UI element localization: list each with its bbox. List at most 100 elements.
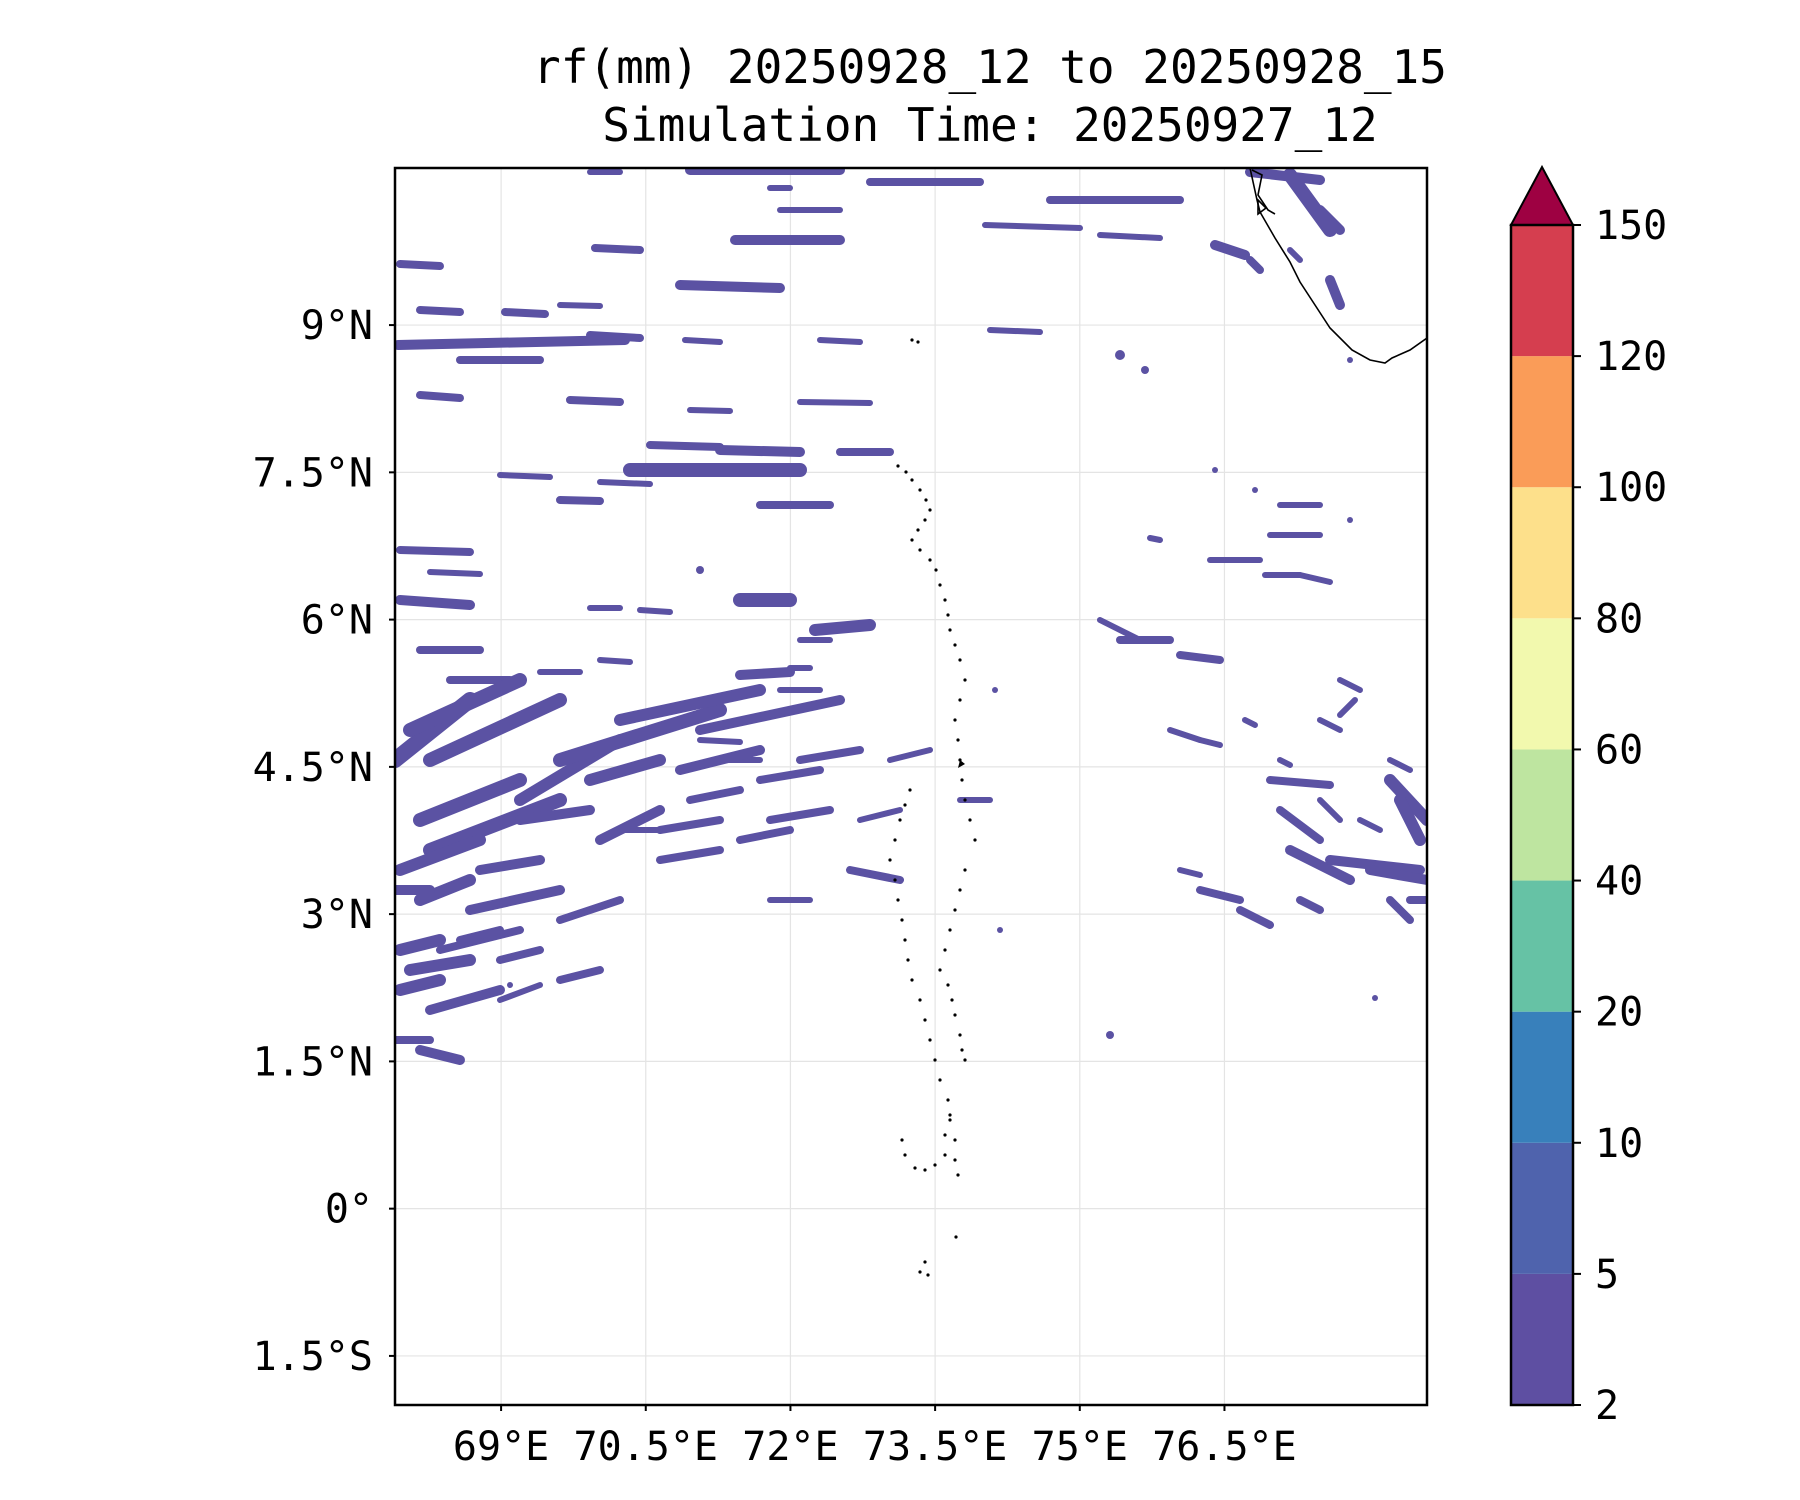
- island-dot: [916, 528, 920, 532]
- island-dot: [910, 978, 914, 982]
- rain-streak: [556, 966, 604, 984]
- rain-streak: [1246, 256, 1264, 274]
- rain-streak: [809, 619, 876, 636]
- rain-streak: [656, 816, 724, 834]
- rain-streak: [395, 335, 630, 350]
- rain-streak: [1357, 817, 1383, 833]
- island-dot: [953, 908, 957, 912]
- island-dot: [954, 1235, 958, 1239]
- island-dot: [943, 598, 947, 602]
- lat-tick-label: 1.5°S: [253, 1334, 373, 1380]
- island-dot: [963, 678, 967, 682]
- colorbar-label: 40: [1595, 859, 1643, 905]
- rain-spot: [997, 927, 1003, 933]
- rain-streak: [987, 327, 1043, 335]
- colorbar: 2 5 10 20 40 60 80 100 120 150: [1509, 164, 1667, 1429]
- rain-streak: [1317, 717, 1343, 733]
- rain-streak: [1337, 677, 1363, 693]
- rain-streak: [395, 934, 446, 956]
- rain-streak: [395, 974, 446, 996]
- island-dot: [948, 1113, 952, 1117]
- island-dot: [960, 1048, 964, 1052]
- rain-streak: [1266, 776, 1334, 789]
- rain-streak: [584, 754, 666, 786]
- rain-streak: [766, 806, 834, 824]
- lat-tick-label: 4.5°N: [253, 745, 373, 791]
- rain-streak: [597, 479, 653, 487]
- island-dot: [953, 1158, 957, 1162]
- rain-streak: [1297, 572, 1333, 585]
- lon-tick-label: 69°E: [453, 1424, 549, 1470]
- island-dot: [906, 958, 910, 962]
- rain-streak: [646, 441, 724, 451]
- island-dot: [913, 1166, 917, 1170]
- island-dot: [958, 698, 962, 702]
- rain-spot: [1106, 1031, 1114, 1039]
- rain-streak: [496, 946, 544, 964]
- island-dot: [963, 798, 967, 802]
- island-dot: [958, 658, 962, 662]
- island-dot: [918, 998, 922, 1002]
- colorbar-segment: [1511, 749, 1573, 881]
- island-dot: [968, 818, 972, 822]
- island-dot: [928, 1038, 932, 1042]
- rain-streak: [846, 866, 904, 884]
- lat-tick-label: 7.5°N: [253, 450, 373, 496]
- island-dot: [946, 613, 950, 617]
- rain-streak: [1236, 906, 1274, 929]
- island-dot: [958, 1033, 962, 1037]
- rain-streak: [1325, 855, 1425, 875]
- rain-streak: [427, 569, 483, 577]
- india-coastline: [1249, 168, 1427, 364]
- island-dot: [946, 983, 950, 987]
- island-dot: [963, 868, 967, 872]
- rain-streak: [687, 407, 733, 414]
- colorbar-extend-arrow: [1509, 164, 1575, 226]
- colorbar-segment: [1511, 225, 1573, 357]
- island-dot: [973, 838, 977, 842]
- lon-tick-label: 76.5°E: [1152, 1424, 1297, 1470]
- rain-streak: [553, 703, 727, 767]
- map-area: [395, 168, 1427, 1277]
- island-dot: [910, 478, 914, 482]
- rain-streak: [857, 807, 903, 823]
- rain-streak: [423, 793, 567, 857]
- rain-streak: [715, 445, 805, 457]
- island-dot: [918, 548, 922, 552]
- rain-spot: [1115, 350, 1125, 360]
- island-dot: [926, 1273, 930, 1277]
- rain-streak: [556, 496, 604, 505]
- rain-streak: [1365, 865, 1427, 885]
- island-dot: [946, 1098, 950, 1102]
- island-dot: [938, 1078, 942, 1082]
- rain-streak: [1276, 806, 1324, 844]
- rain-streak: [637, 607, 673, 615]
- colorbar-label: 10: [1595, 1121, 1643, 1167]
- island-dot: [918, 488, 922, 492]
- island-dot: [900, 918, 904, 922]
- island-dot: [953, 1013, 957, 1017]
- rain-streak: [736, 826, 794, 844]
- title-line-2: Simulation Time: 20250927_12: [602, 98, 1378, 152]
- rain-streak: [557, 302, 603, 309]
- island-dot: [953, 643, 957, 647]
- island-dot: [888, 858, 892, 862]
- map-frame: [393, 166, 1429, 1407]
- rain-streak: [595, 805, 665, 845]
- island-dot: [958, 888, 962, 892]
- island-dot: [918, 1270, 922, 1274]
- colorbar-segment: [1511, 880, 1573, 1012]
- rain-streak: [796, 746, 864, 764]
- rain-streak: [1283, 168, 1337, 237]
- rain-streak: [556, 896, 624, 924]
- rain-streak: [497, 472, 553, 480]
- colorbar-label: 2: [1595, 1383, 1619, 1429]
- island-dot: [948, 928, 952, 932]
- lat-tick-label: 1.5°N: [253, 1039, 373, 1085]
- rain-streak: [501, 308, 549, 318]
- lon-tick-label: 73.5°E: [863, 1424, 1008, 1470]
- colorbar-segment: [1511, 1142, 1573, 1274]
- latitude-ticks: 9°N 7.5°N 6°N 4.5°N 3°N 1.5°N 0° 1.5°S: [253, 303, 395, 1380]
- colorbar-frame: [1509, 223, 1575, 1407]
- rain-streak: [415, 1045, 465, 1065]
